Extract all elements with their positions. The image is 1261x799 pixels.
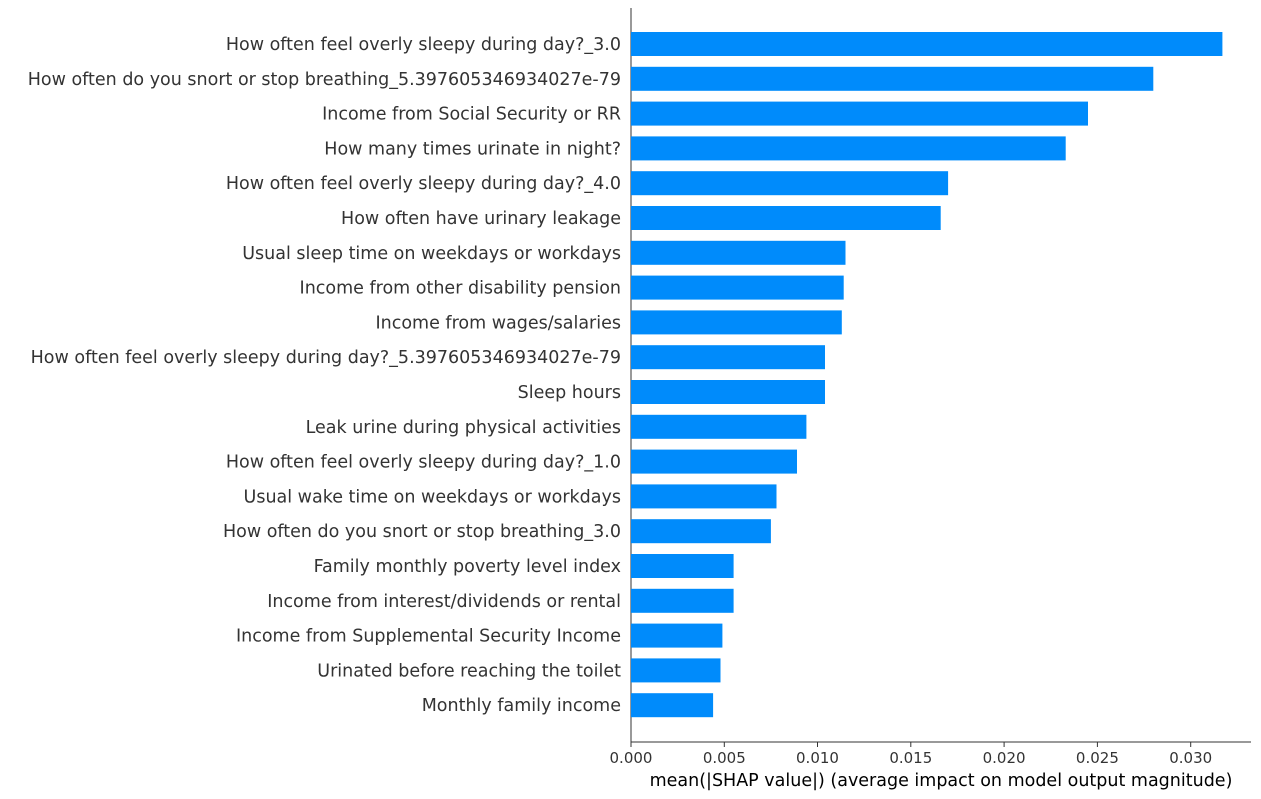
bar [631, 345, 825, 370]
category-label: Income from interest/dividends or rental [267, 592, 621, 612]
category-label: How often do you snort or stop breathing… [223, 522, 621, 542]
category-label: Family monthly poverty level index [314, 557, 621, 577]
bar [631, 275, 844, 300]
x-tick-label: 0.015 [889, 749, 932, 767]
bars-group [631, 32, 1223, 718]
category-label: Income from Social Security or RR [322, 105, 621, 125]
x-axis-title: mean(|SHAP value|) (average impact on mo… [650, 771, 1233, 791]
bar [631, 66, 1154, 91]
bar [631, 658, 721, 683]
category-labels-group: How often feel overly sleepy during day?… [28, 35, 621, 716]
bar [631, 484, 777, 509]
category-label: Leak urine during physical activities [306, 418, 621, 438]
category-label: How often have urinary leakage [341, 209, 621, 229]
x-tick-label: 0.005 [703, 749, 746, 767]
x-tick-label: 0.010 [796, 749, 839, 767]
category-label: Urinated before reaching the toilet [317, 661, 621, 681]
bar [631, 449, 797, 474]
category-label: How many times urinate in night? [324, 139, 621, 159]
bar [631, 554, 734, 578]
bar [631, 693, 714, 718]
bar [631, 32, 1223, 56]
bar [631, 310, 842, 335]
category-label: How often do you snort or stop breathing… [28, 70, 621, 90]
bar [631, 136, 1066, 161]
category-label: Income from wages/salaries [375, 313, 621, 333]
category-label: Income from Supplemental Security Income [236, 627, 621, 647]
x-tick-label: 0.025 [1076, 749, 1119, 767]
category-label: How often feel overly sleepy during day?… [226, 35, 621, 55]
x-tick-label: 0.000 [610, 749, 653, 767]
bar [631, 380, 825, 404]
bar [631, 101, 1088, 126]
bar [631, 623, 723, 648]
category-label: How often feel overly sleepy during day?… [226, 453, 621, 473]
category-label: How often feel overly sleepy during day?… [31, 348, 621, 368]
category-label: Sleep hours [518, 383, 621, 403]
bar [631, 240, 846, 265]
x-tick-label: 0.020 [983, 749, 1026, 767]
category-label: Usual wake time on weekdays or workdays [244, 487, 621, 507]
bar [631, 171, 949, 196]
category-label: Usual sleep time on weekdays or workdays [242, 244, 621, 264]
x-tick-label: 0.030 [1169, 749, 1212, 767]
category-label: Monthly family income [422, 696, 621, 716]
bar [631, 206, 941, 230]
category-label: How often feel overly sleepy during day?… [226, 174, 621, 194]
category-label: Income from other disability pension [300, 279, 621, 299]
x-ticks-group: 0.000 0.005 0.010 0.015 0.020 0.025 0.030 [610, 742, 1212, 767]
bar [631, 588, 734, 613]
bar [631, 519, 771, 544]
bar [631, 414, 807, 439]
